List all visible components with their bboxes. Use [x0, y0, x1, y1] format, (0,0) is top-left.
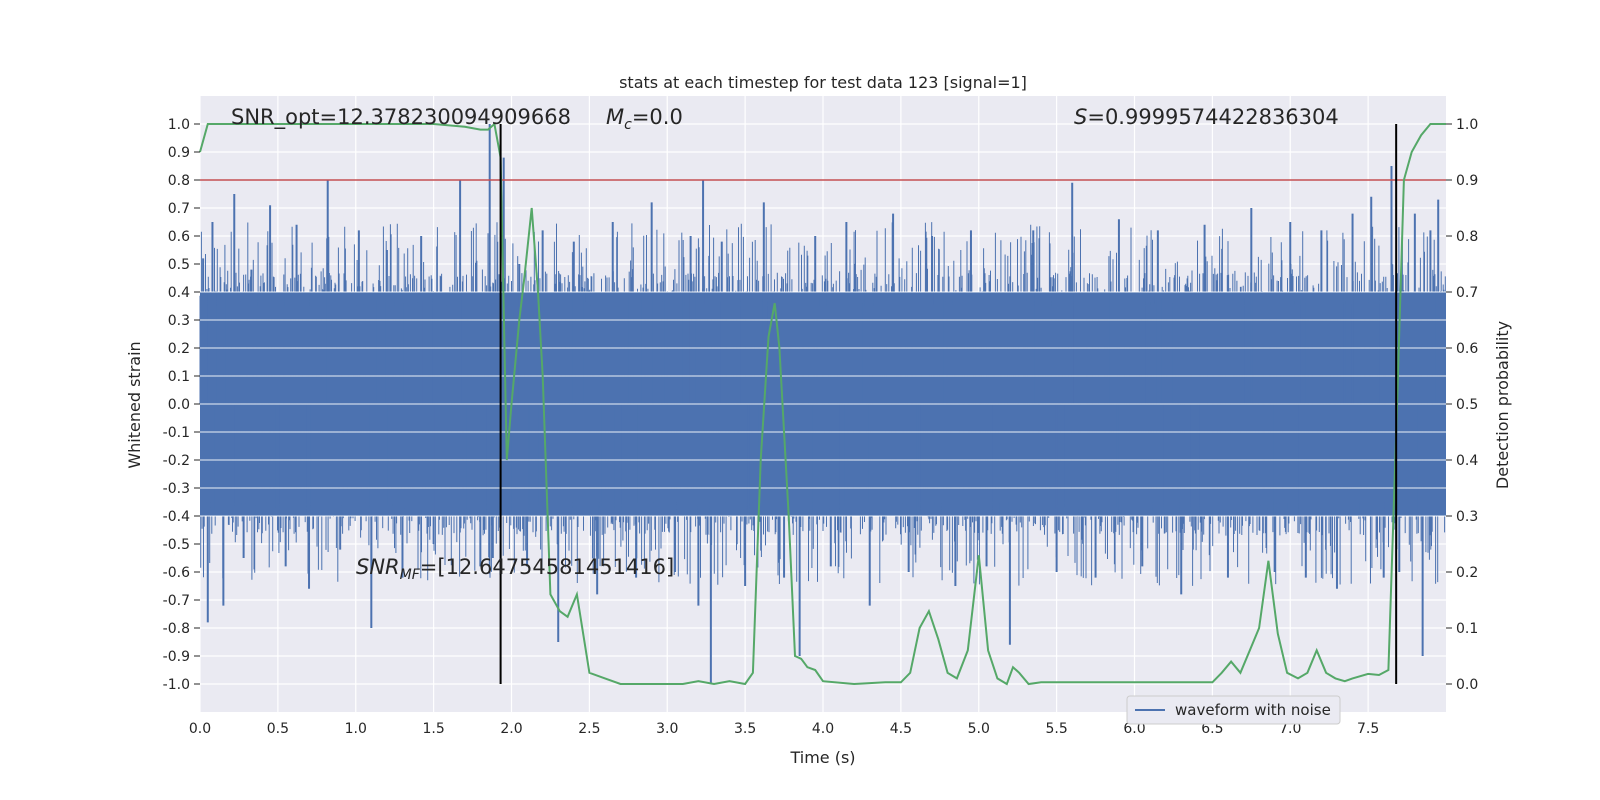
x-tick-label: 6.5 [1201, 721, 1223, 737]
x-tick-label: 0.0 [189, 721, 211, 737]
y-tick-label: 0.5 [168, 257, 190, 273]
legend-label: waveform with noise [1175, 701, 1331, 719]
annotation-s-symbol: S [1074, 105, 1087, 129]
y-tick-label: 1.0 [168, 117, 190, 133]
x-tick-label: 2.5 [578, 721, 600, 737]
x-tick-label: 4.0 [812, 721, 834, 737]
y-tick-label: -0.6 [163, 565, 190, 581]
legend: waveform with noise [1126, 695, 1341, 725]
y-tick-label: 0.7 [168, 201, 190, 217]
y-tick-label: -0.4 [163, 509, 190, 525]
y2-tick-label: 0.3 [1456, 509, 1478, 525]
x-tick-label: 2.0 [500, 721, 522, 737]
y-tick-label: -0.3 [163, 481, 190, 497]
y-tick-label: 0.8 [168, 173, 190, 189]
x-tick-label: 1.0 [345, 721, 367, 737]
y2-tick-label: 0.6 [1456, 341, 1478, 357]
y2-tick-label: 0.7 [1456, 285, 1478, 301]
y-ticks: 1.0 0.9 0.8 0.7 0.6 0.5 0.4 0.3 0.2 0.1 0.0 -0.1 -0.… [163, 117, 200, 693]
y-tick-label: -0.8 [163, 621, 190, 637]
y-tick-label: -0.7 [163, 593, 190, 609]
annotation-snr-opt: SNR_opt=12.378230094909668 [231, 105, 571, 130]
y-tick-label: 0.9 [168, 145, 190, 161]
y2-tick-label: 0.0 [1456, 677, 1478, 693]
y2-tick-label: 0.8 [1456, 229, 1478, 245]
y-tick-label: -1.0 [163, 677, 190, 693]
waveform-series [199, 124, 1446, 684]
annotation-mc-sub: c [624, 117, 632, 133]
y2-axis-label: Detection probability [1493, 321, 1512, 489]
x-tick-label: 6.0 [1123, 721, 1145, 737]
y-tick-label: 0.4 [168, 285, 190, 301]
y2-tick-label: 0.5 [1456, 397, 1478, 413]
x-tick-label: 4.5 [890, 721, 912, 737]
x-tick-label: 0.5 [267, 721, 289, 737]
y2-tick-label: 0.4 [1456, 453, 1478, 469]
annotation-s: S=0.9999574422836304 [1074, 105, 1339, 129]
y2-tick-label: 0.2 [1456, 565, 1478, 581]
vertical-markers [499, 124, 1398, 684]
y-tick-label: 0.2 [168, 341, 190, 357]
y-tick-label: 0.6 [168, 229, 190, 245]
y-tick-label: -0.1 [163, 425, 190, 441]
x-tick-label: 7.5 [1357, 721, 1379, 737]
x-tick-label: 7.0 [1279, 721, 1301, 737]
y2-tick-label: 1.0 [1456, 117, 1478, 133]
y2-tick-label: 0.1 [1456, 621, 1478, 637]
x-tick-label: 3.0 [656, 721, 678, 737]
y-axis-label: Whitened strain [125, 341, 144, 468]
annotation-snr-mf-sub: MF [400, 567, 421, 583]
annotation-s-value: =0.9999574422836304 [1087, 105, 1338, 129]
y-tick-label: 0.0 [168, 397, 190, 413]
x-axis-label: Time (s) [789, 748, 855, 767]
probability-line [199, 122, 1446, 686]
y2-tick-label: 0.9 [1456, 173, 1478, 189]
annotation-snr-mf-symbol: SNR [356, 555, 400, 579]
chart-title: stats at each timestep for test data 123… [619, 73, 1027, 92]
probability-series [199, 122, 1446, 686]
y2-ticks: 1.0 0.9 0.8 0.7 0.6 0.5 0.4 0.3 0.2 0.1 0.0 [1446, 117, 1478, 693]
annotation-snr-mf-value: =[12.64754581451416] [420, 555, 674, 579]
x-ticks: 0.0 0.5 1.0 1.5 2.0 2.5 3.0 3.5 4.0 4.5 5.0 5.5 6.0 6… [189, 721, 1379, 737]
legend-box [1126, 695, 1341, 725]
annotation-mc: Mc=0.0 [606, 105, 683, 133]
y-tick-label: -0.5 [163, 537, 190, 553]
y-tick-label: 0.3 [168, 313, 190, 329]
annotation-snr-mf: SNRMF=[12.64754581451416] [356, 555, 674, 583]
x-tick-label: 5.0 [968, 721, 990, 737]
y-tick-label: -0.2 [163, 453, 190, 469]
x-tick-label: 3.5 [734, 721, 756, 737]
x-tick-label: 5.5 [1045, 721, 1067, 737]
annotation-mc-value: =0.0 [632, 105, 683, 129]
annotation-mc-symbol: M [606, 105, 624, 129]
x-tick-label: 1.5 [422, 721, 444, 737]
y-tick-label: -0.9 [163, 649, 190, 665]
y-tick-label: 0.1 [168, 369, 190, 385]
